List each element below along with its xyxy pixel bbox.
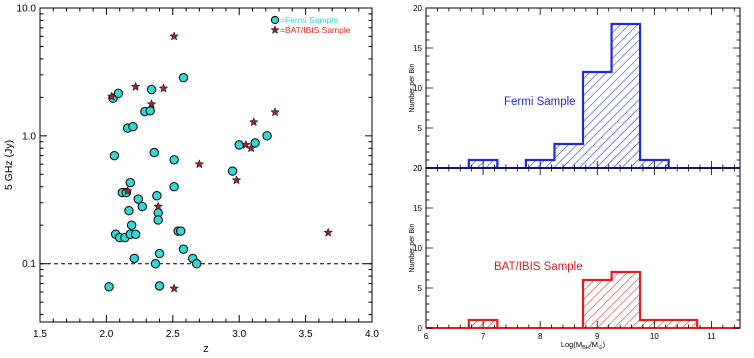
histogram-1-bar-fill-4 [611, 24, 641, 168]
legend-bat-marker [270, 25, 280, 34]
histogram-y-tick-label: 5 [418, 284, 423, 293]
bat-point-4 [153, 201, 164, 211]
histogram-y-tick-label: 10 [413, 84, 422, 93]
bat-point-14 [323, 227, 334, 237]
scatter-y-tick-label: 10.0 [17, 4, 37, 15]
legend-fermi-label: =Fermi Sample [280, 15, 338, 25]
fermi-point-2 [109, 150, 120, 161]
bat-histogram-y-axis-label: Number per Bin [409, 223, 416, 272]
fermi-point-0 [104, 282, 114, 292]
fermi-point-38 [234, 140, 244, 150]
histogram-x-tick-label: 9 [595, 332, 600, 341]
fermi-point-37 [227, 166, 238, 176]
histogram-y-tick-label: 20 [413, 4, 422, 13]
scatter-axes: 1.5 2.0 2.5 3.0 3.5 4.0 0.1 1.0 10.0 [17, 4, 380, 341]
fermi-point-32 [176, 226, 186, 236]
scatter-x-tick-label: 1.5 [33, 329, 47, 340]
histogram-1-bar-fill-2 [554, 144, 583, 168]
fermi-point-22 [149, 147, 159, 158]
bat-point-2 [130, 81, 141, 91]
scatter-x-tick-label: 2.5 [166, 329, 180, 340]
fermi-histogram-panel: 0 5 10 15 20 Number per Bin Fermi Sample [409, 4, 741, 173]
fermi-point-10 [124, 205, 134, 216]
bat-point-13 [270, 107, 280, 117]
fermi-point-27 [154, 248, 165, 259]
scatter-panel: 1.5 2.0 2.5 3.0 3.5 4.0 0.1 1.0 10.0 z 5 GHz (Jy… [3, 4, 379, 356]
histogram-2-bar-fill-2 [611, 272, 641, 328]
fermi-point-34 [178, 244, 189, 254]
histogram-1-outline [467, 22, 670, 168]
fermi-point-4 [113, 88, 124, 99]
fermi-point-20 [145, 106, 155, 116]
histogram-x-tick-label: 10 [650, 332, 659, 341]
fermi-point-15 [129, 253, 139, 264]
histogram-y-tick-label: 15 [413, 44, 422, 53]
histogram-x-tick-label: 8 [538, 332, 543, 341]
fermi-point-24 [152, 191, 162, 201]
histogram-x-tick-label: 11 [707, 332, 716, 341]
scatter-marks [40, 31, 372, 293]
legend-fermi-marker [270, 15, 280, 25]
fermi-histogram-label: Fermi Sample [504, 96, 576, 108]
histogram-2-bar-fill-4 [668, 320, 698, 328]
bat-point-0 [106, 91, 117, 101]
fermi-point-16 [130, 229, 141, 239]
fermi-point-14 [128, 121, 138, 132]
fermi-point-17 [133, 194, 143, 204]
scatter-x-tick-label: 3.5 [299, 329, 313, 340]
scatter-frame [39, 7, 373, 323]
fermi-point-30 [169, 182, 179, 192]
bat-point-10 [241, 139, 251, 149]
histogram-2-outline [467, 270, 699, 328]
fermi-point-21 [146, 84, 157, 95]
bat-histogram-x-axis-label: Log(MBH/M⊙) [561, 340, 606, 351]
scatter-y-axis-label: 5 GHz (Jy) [3, 140, 15, 190]
bat-point-1 [122, 185, 133, 196]
fermi-point-36 [192, 259, 202, 269]
bat-point-12 [248, 117, 259, 127]
fermi-histogram-axes: 0 5 10 15 20 [413, 4, 740, 173]
bat-point-9 [231, 175, 242, 185]
bat-point-5 [158, 83, 169, 93]
histogram-y-tick-label: 0 [418, 164, 423, 173]
bat-histogram-panel: 0 5 10 15 20 6 7 8 9 10 11 Number per Bin BAT/IBIS… [409, 164, 741, 351]
histogram-x-tick-label: 6 [424, 332, 429, 341]
histogram-y-tick-label: 15 [413, 204, 422, 213]
bat-point-3 [146, 99, 157, 109]
bat-histogram-label: BAT/IBIS Sample [494, 261, 583, 273]
bat-point-7 [169, 283, 179, 293]
fermi-point-28 [154, 281, 165, 291]
fermi-point-11 [125, 178, 136, 188]
bat-point-11 [246, 143, 256, 153]
histogram-2-bar-fill-1 [583, 280, 612, 328]
histogram-y-tick-label: 20 [413, 164, 422, 173]
scatter-x-tick-label: 4.0 [365, 329, 379, 340]
fermi-point-26 [153, 215, 163, 225]
bat-point-6 [169, 31, 179, 41]
legend-bat-label: =BAT/IBIS Sample [280, 25, 351, 35]
scatter-x-axis-label: z [203, 343, 209, 355]
bat-point-8 [194, 159, 205, 169]
fermi-histogram-bars [426, 22, 740, 169]
fermi-point-33 [178, 73, 189, 83]
fermi-point-18 [137, 201, 147, 212]
histogram-y-tick-label: 10 [413, 244, 422, 253]
scatter-legend: =Fermi Sample =BAT/IBIS Sample [270, 15, 351, 35]
fermi-point-29 [169, 155, 179, 165]
histogram-x-tick-label: 7 [481, 332, 486, 341]
fermi-histogram-y-axis-label: Number per Bin [409, 63, 416, 112]
fermi-point-13 [126, 220, 137, 230]
bat-histogram-axes: 0 5 10 15 20 6 7 8 9 10 11 [413, 164, 740, 341]
scatter-x-tick-label: 2.0 [99, 329, 113, 340]
scatter-x-tick-label: 3.0 [232, 329, 246, 340]
histogram-y-tick-label: 0 [418, 324, 423, 333]
fermi-point-40 [262, 131, 272, 141]
scatter-y-tick-label: 0.1 [22, 259, 36, 270]
histogram-y-tick-label: 5 [418, 124, 423, 133]
histogram-1-bar-fill-3 [583, 72, 612, 168]
scatter-y-tick-label: 1.0 [22, 131, 36, 142]
fermi-point-23 [150, 259, 161, 269]
bat-histogram-bars [426, 270, 740, 329]
